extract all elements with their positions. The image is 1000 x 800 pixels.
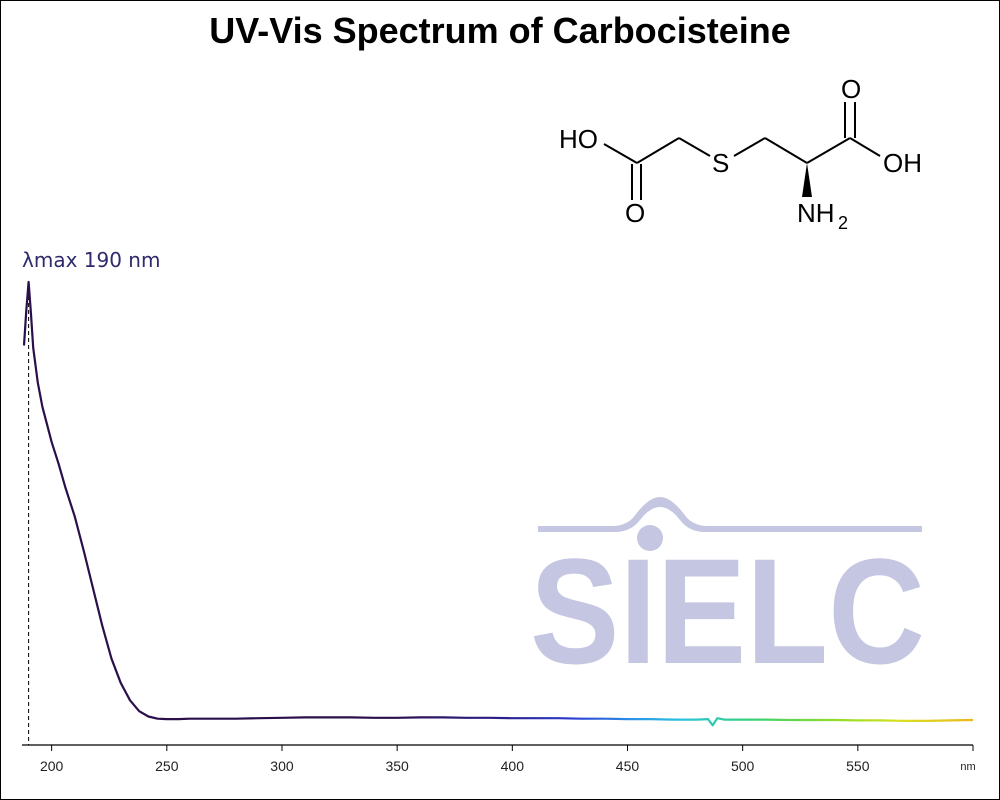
- x-tick-label: 350: [385, 758, 409, 774]
- atom-label-o-bottom: O: [625, 198, 645, 228]
- x-tick-label: 450: [616, 758, 640, 774]
- watermark-dot-icon: [637, 525, 663, 551]
- x-tick-label: 300: [270, 758, 294, 774]
- carbocisteine-atom-labels: HO O S O OH NH 2: [559, 74, 922, 233]
- axes: 200 250 300 350 400 450 500 550 nm: [22, 744, 976, 774]
- carbocisteine-structure: [603, 102, 881, 200]
- x-tick-label: 200: [40, 758, 64, 774]
- atom-label-o-top: O: [841, 74, 861, 104]
- bond: [806, 137, 851, 164]
- x-tick-label: 400: [501, 758, 525, 774]
- wedge-bond: [802, 163, 812, 197]
- x-axis-ticks: [51, 745, 974, 751]
- watermark-text: SIELC: [530, 527, 925, 695]
- bond: [764, 137, 808, 164]
- bond: [733, 137, 766, 157]
- atom-label-s: S: [712, 148, 729, 178]
- atom-label-nh-subscript: 2: [838, 213, 848, 233]
- x-tick-label: 500: [731, 758, 755, 774]
- bond: [678, 137, 711, 157]
- x-tick-label: 250: [155, 758, 179, 774]
- spectrum-line: [22, 280, 974, 727]
- watermark-swoosh-icon: [538, 497, 922, 532]
- x-tick-label: 550: [846, 758, 870, 774]
- bond: [849, 137, 881, 157]
- lambda-max-label: λmax 190 nm: [22, 248, 160, 272]
- bond: [636, 137, 680, 164]
- x-axis-tick-labels: 200 250 300 350 400 450 500 550: [40, 758, 870, 774]
- chart-title: UV-Vis Spectrum of Carbocisteine: [209, 10, 791, 51]
- bond: [603, 143, 638, 164]
- atom-label-nh: NH: [797, 198, 835, 228]
- lambda-max-annotation: λmax 190 nm: [22, 248, 160, 745]
- atom-label-ho: HO: [559, 124, 598, 154]
- sielc-watermark: SIELC: [530, 497, 925, 695]
- atom-label-oh: OH: [883, 148, 922, 178]
- x-axis-unit-label: nm: [960, 761, 975, 773]
